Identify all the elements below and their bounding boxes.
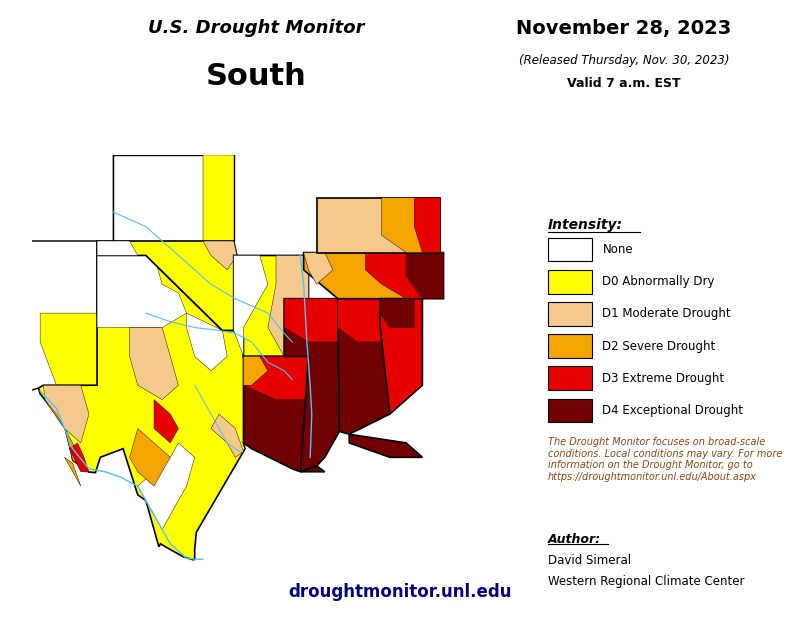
Polygon shape — [40, 394, 81, 466]
FancyBboxPatch shape — [548, 302, 592, 326]
Polygon shape — [268, 255, 309, 357]
Polygon shape — [243, 357, 268, 385]
FancyBboxPatch shape — [548, 366, 592, 390]
Polygon shape — [304, 253, 333, 284]
Polygon shape — [304, 253, 443, 298]
Polygon shape — [40, 313, 97, 385]
Polygon shape — [366, 253, 443, 298]
Polygon shape — [338, 298, 390, 342]
Text: D0 Abnormally Dry: D0 Abnormally Dry — [602, 275, 715, 289]
Text: D4 Exceptional Drought: D4 Exceptional Drought — [602, 404, 743, 417]
Text: None: None — [602, 243, 633, 256]
Polygon shape — [406, 253, 443, 298]
Polygon shape — [243, 357, 325, 472]
FancyBboxPatch shape — [548, 334, 592, 358]
Text: U.S. Drought Monitor: U.S. Drought Monitor — [148, 19, 364, 36]
Polygon shape — [382, 198, 440, 253]
Text: The Drought Monitor focuses on broad-scale
conditions. Local conditions may vary: The Drought Monitor focuses on broad-sca… — [548, 437, 782, 481]
Polygon shape — [350, 434, 422, 457]
Polygon shape — [138, 443, 194, 530]
Text: D1 Moderate Drought: D1 Moderate Drought — [602, 307, 731, 321]
Polygon shape — [380, 298, 414, 328]
Polygon shape — [284, 298, 339, 472]
Polygon shape — [97, 241, 237, 331]
Polygon shape — [284, 298, 338, 342]
Polygon shape — [380, 298, 422, 414]
Polygon shape — [186, 313, 227, 371]
Text: D2 Severe Drought: D2 Severe Drought — [602, 339, 716, 353]
FancyBboxPatch shape — [548, 270, 592, 294]
Polygon shape — [97, 255, 186, 328]
Polygon shape — [243, 357, 309, 400]
Polygon shape — [202, 154, 234, 241]
Text: droughtmonitor.unl.edu: droughtmonitor.unl.edu — [288, 583, 512, 601]
Polygon shape — [70, 443, 89, 472]
Polygon shape — [211, 414, 243, 457]
Text: Author:: Author: — [548, 533, 601, 546]
Text: David Simeral: David Simeral — [548, 554, 631, 567]
Text: South: South — [206, 62, 306, 91]
Text: D3 Extreme Drought: D3 Extreme Drought — [602, 371, 725, 385]
Polygon shape — [38, 255, 250, 560]
Text: (Released Thursday, Nov. 30, 2023): (Released Thursday, Nov. 30, 2023) — [518, 54, 730, 67]
Text: Valid 7 a.m. EST: Valid 7 a.m. EST — [567, 77, 681, 90]
Text: Western Regional Climate Center: Western Regional Climate Center — [548, 575, 745, 588]
Polygon shape — [0, 125, 114, 241]
Polygon shape — [317, 198, 440, 253]
Polygon shape — [43, 385, 89, 443]
FancyBboxPatch shape — [548, 399, 592, 422]
Polygon shape — [130, 328, 178, 400]
Polygon shape — [234, 255, 309, 357]
Polygon shape — [338, 298, 391, 434]
Polygon shape — [130, 428, 170, 486]
Polygon shape — [414, 198, 440, 253]
Polygon shape — [114, 154, 234, 241]
Text: Intensity:: Intensity: — [548, 218, 623, 232]
Polygon shape — [65, 457, 81, 486]
Polygon shape — [0, 241, 97, 400]
Polygon shape — [234, 255, 268, 357]
FancyBboxPatch shape — [548, 238, 592, 261]
Polygon shape — [154, 400, 178, 443]
Polygon shape — [97, 241, 146, 255]
Text: November 28, 2023: November 28, 2023 — [516, 19, 732, 38]
Polygon shape — [202, 241, 237, 270]
